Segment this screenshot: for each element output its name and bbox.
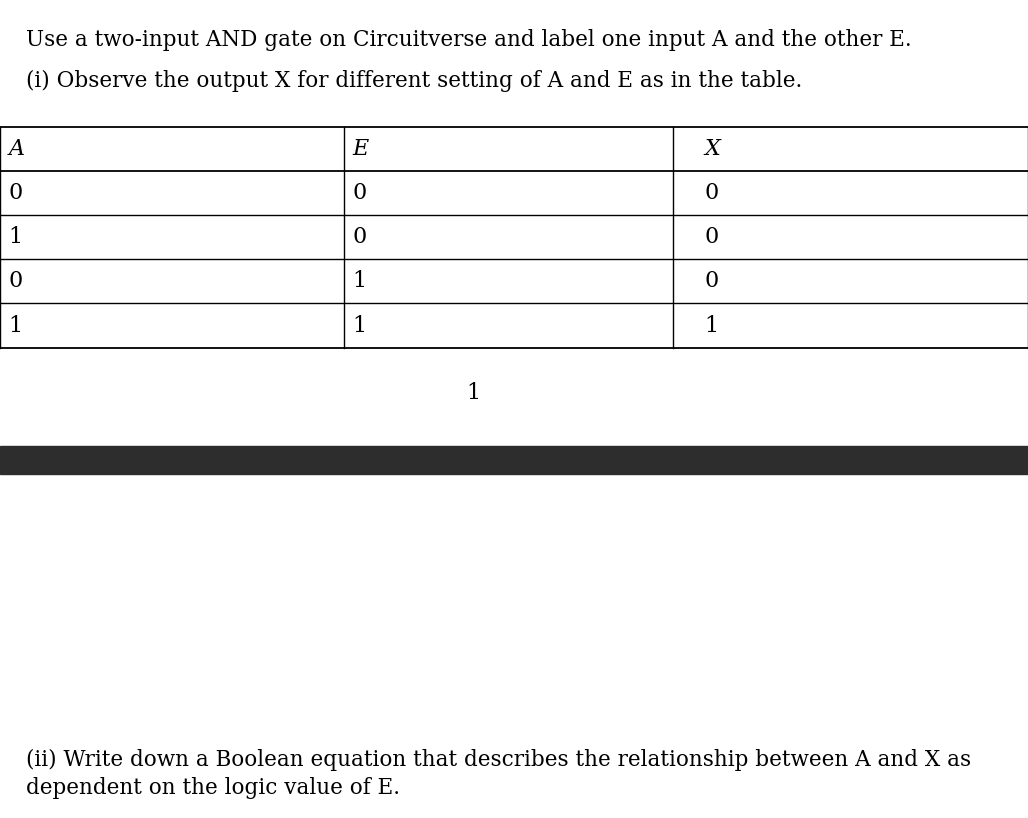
Text: 0: 0 xyxy=(704,227,719,248)
Text: (i) Observe the output X for different setting of A and E as in the table.: (i) Observe the output X for different s… xyxy=(26,70,802,92)
Text: 0: 0 xyxy=(704,271,719,292)
Text: X: X xyxy=(704,138,720,160)
Text: 0: 0 xyxy=(8,182,23,204)
Text: 0: 0 xyxy=(704,182,719,204)
Text: A: A xyxy=(8,138,25,160)
Text: (ii) Write down a Boolean equation that describes the relationship between A and: (ii) Write down a Boolean equation that … xyxy=(26,748,970,771)
Text: 1: 1 xyxy=(8,315,23,336)
Text: 1: 1 xyxy=(466,382,480,403)
Text: Use a two-input AND gate on Circuitverse and label one input A and the other E.: Use a two-input AND gate on Circuitverse… xyxy=(26,29,912,51)
Text: 1: 1 xyxy=(8,227,23,248)
Text: 0: 0 xyxy=(353,227,367,248)
Text: dependent on the logic value of E.: dependent on the logic value of E. xyxy=(26,777,400,799)
Text: E: E xyxy=(353,138,369,160)
Text: 1: 1 xyxy=(353,271,367,292)
Text: 1: 1 xyxy=(353,315,367,336)
Text: 0: 0 xyxy=(353,182,367,204)
Text: 1: 1 xyxy=(704,315,719,336)
Text: 0: 0 xyxy=(8,271,23,292)
